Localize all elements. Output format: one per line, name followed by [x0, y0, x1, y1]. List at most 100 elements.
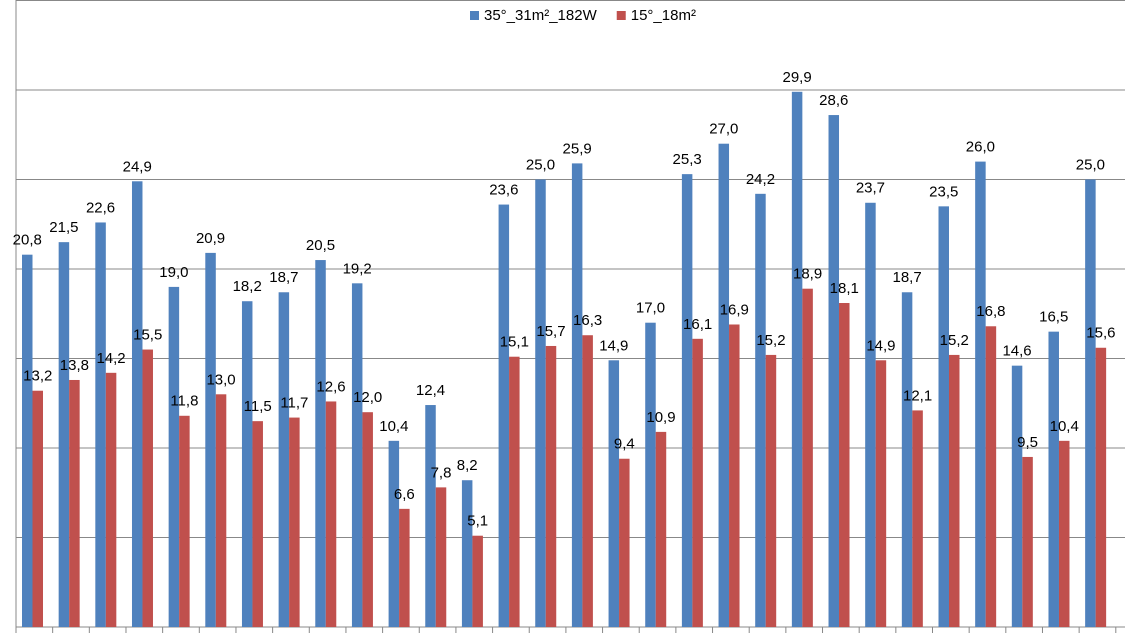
value-label: 5,1: [467, 513, 488, 530]
value-label: 7,8: [431, 464, 452, 481]
value-label: 16,3: [573, 312, 602, 329]
value-label: 14,9: [866, 337, 895, 354]
bar: [461, 480, 473, 627]
bar: [278, 292, 290, 627]
value-label: 15,6: [1086, 325, 1115, 342]
value-label: 25,9: [563, 140, 592, 157]
bar: [325, 401, 337, 627]
bar: [729, 324, 740, 627]
bar: [912, 410, 923, 627]
bar: [975, 161, 986, 627]
bar: [351, 283, 363, 627]
bar: [315, 260, 326, 627]
value-label: 22,6: [86, 199, 115, 216]
value-label: 11,7: [280, 395, 308, 412]
bar: [1058, 440, 1070, 627]
value-label: 26,0: [966, 139, 995, 156]
value-label: 14,9: [599, 337, 628, 354]
bar: [681, 174, 693, 627]
value-label: 19,0: [159, 264, 188, 281]
bar: [949, 354, 960, 627]
value-label: 13,2: [23, 368, 52, 385]
bar: [32, 390, 43, 627]
bar: [388, 440, 400, 627]
value-label: 25,0: [1076, 156, 1105, 173]
value-label: 12,4: [416, 382, 445, 399]
bar: [399, 508, 410, 627]
bar: [645, 322, 656, 627]
bar: [901, 292, 913, 627]
bar: [95, 222, 106, 627]
value-label: 11,5: [244, 398, 272, 415]
bar: [241, 301, 253, 627]
bar: [865, 202, 876, 627]
bar: [142, 349, 153, 627]
bar: [938, 206, 949, 627]
bar: [535, 179, 546, 627]
value-label: 8,2: [457, 457, 478, 474]
bar: [545, 345, 557, 627]
value-label: 16,9: [720, 301, 749, 318]
bar: [215, 394, 227, 627]
value-label: 14,6: [1002, 343, 1031, 360]
value-label: 12,6: [316, 378, 345, 395]
value-label: 27,0: [709, 121, 738, 138]
value-label: 21,5: [49, 219, 78, 236]
bar: [105, 372, 117, 627]
bar: [1085, 179, 1096, 627]
bar: [985, 326, 997, 627]
bar: [828, 115, 840, 627]
value-label: 18,7: [269, 269, 298, 286]
value-label: 10,4: [1050, 418, 1079, 435]
bar: [718, 143, 730, 627]
bar: [509, 356, 520, 627]
value-label: 9,4: [614, 436, 635, 453]
bar: [765, 354, 777, 627]
bar: [802, 288, 813, 627]
legend-swatch: [470, 11, 479, 20]
bar: [1011, 365, 1023, 627]
value-label: 12,0: [353, 389, 382, 406]
legend-label: 35°_31m²_182W: [484, 7, 598, 24]
value-label: 24,2: [746, 171, 775, 188]
bar: [362, 412, 373, 627]
bar: [791, 91, 803, 628]
value-label: 23,6: [489, 182, 518, 199]
bar: [1048, 331, 1059, 627]
bar: [252, 421, 263, 627]
value-label: 19,2: [343, 260, 372, 277]
bar: [289, 417, 300, 627]
bar: [755, 193, 766, 627]
bar: [472, 535, 483, 627]
bar: [168, 286, 180, 627]
bar: [875, 360, 887, 627]
value-label: 18,9: [793, 266, 822, 283]
bar: [58, 242, 70, 627]
value-label: 11,8: [170, 393, 198, 410]
value-label: 25,3: [673, 151, 702, 168]
value-label: 16,1: [683, 316, 712, 333]
value-label: 15,2: [940, 332, 969, 349]
value-label: 18,7: [892, 269, 921, 286]
value-label: 20,8: [13, 232, 42, 249]
value-label: 9,5: [1017, 434, 1038, 451]
value-label: 29,9: [783, 69, 812, 86]
value-label: 20,5: [306, 237, 335, 254]
bar: [582, 335, 593, 627]
value-label: 16,8: [976, 303, 1005, 320]
bar: [655, 431, 667, 627]
bar: [1095, 347, 1107, 627]
value-label: 15,5: [133, 327, 162, 344]
bar: [1022, 456, 1033, 627]
value-label: 13,0: [206, 371, 235, 388]
value-label: 16,5: [1039, 309, 1068, 326]
legend-swatch: [616, 11, 626, 20]
value-label: 13,8: [60, 357, 89, 374]
value-label: 14,2: [96, 350, 125, 367]
value-label: 24,9: [123, 158, 152, 175]
legend-label: 15°_18m²: [631, 7, 696, 24]
value-label: 23,5: [929, 183, 958, 200]
bar: [22, 254, 33, 627]
bar: [692, 338, 703, 627]
